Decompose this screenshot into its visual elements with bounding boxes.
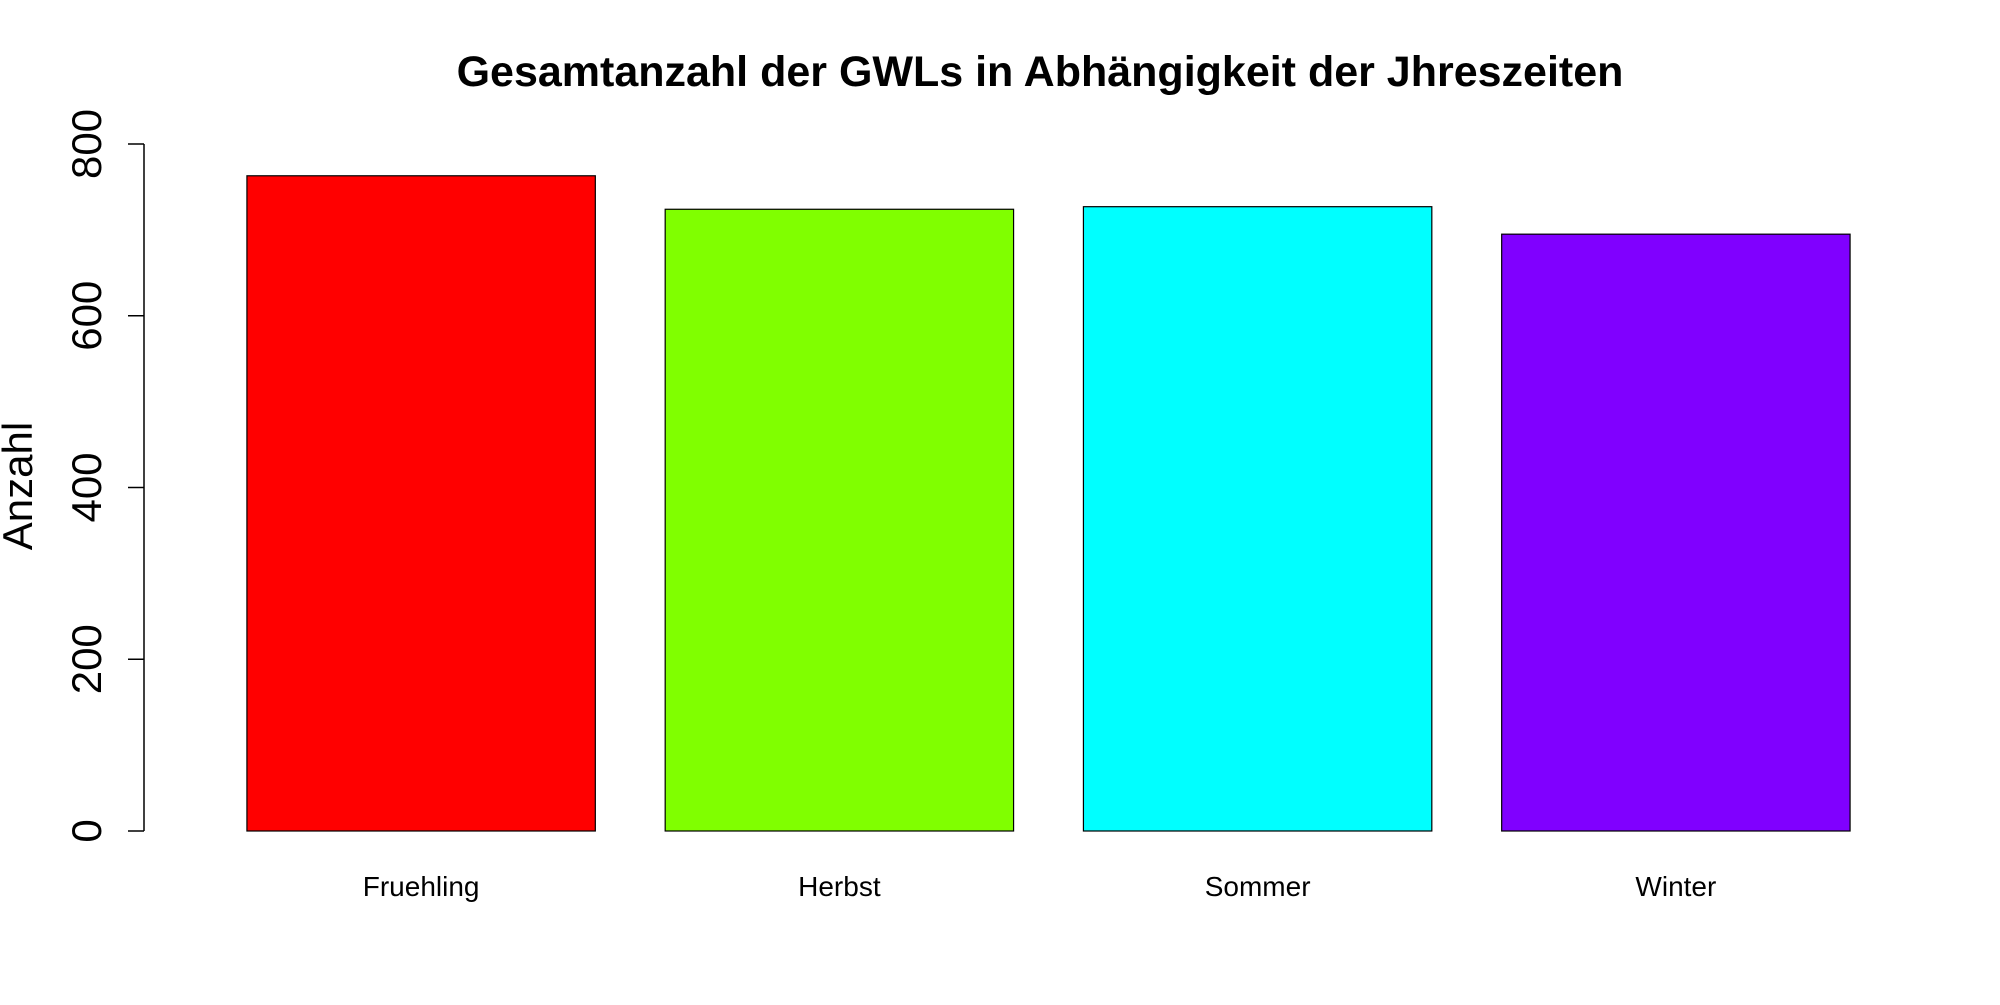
category-label-winter: Winter — [1635, 871, 1716, 902]
bar-sommer — [1082, 206, 1433, 832]
plot-area: 0 200 400 600 800 Fruehling Herbst Sommer Winter — [63, 109, 1851, 902]
y-tick-label-200: 200 — [63, 624, 110, 694]
bar-herbst — [664, 208, 1015, 832]
chart-title: Gesamtanzahl der GWLs in Abhängigkeit de… — [457, 48, 1624, 96]
y-tick-label-0: 0 — [63, 819, 110, 842]
category-label-herbst: Herbst — [798, 871, 881, 902]
y-tick-label-600: 600 — [63, 281, 110, 351]
category-label-fruehling: Fruehling — [363, 871, 480, 902]
bar-fruehling — [246, 175, 596, 832]
bar-winter — [1501, 233, 1851, 832]
y-tick-label-400: 400 — [63, 452, 110, 522]
y-axis-label: Anzahl — [0, 422, 41, 550]
category-label-sommer: Sommer — [1205, 871, 1311, 902]
y-tick-label-800: 800 — [63, 109, 110, 179]
